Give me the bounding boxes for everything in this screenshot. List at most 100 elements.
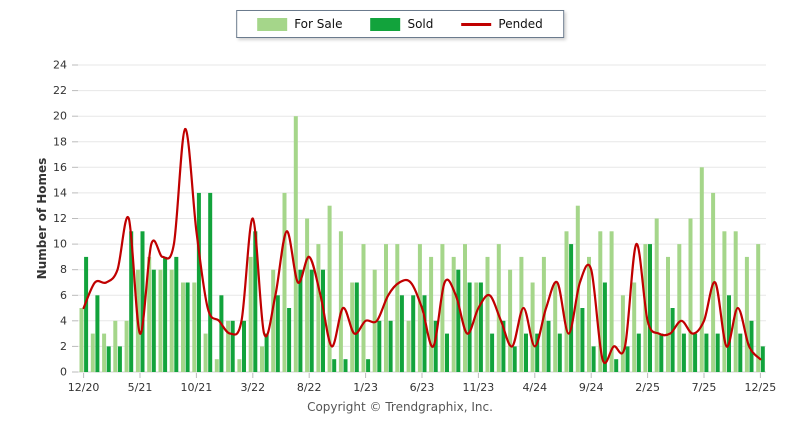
sold-swatch-icon bbox=[370, 17, 401, 31]
x-tick-label: 12/25 bbox=[745, 381, 777, 394]
legend-label-sold: Sold bbox=[407, 17, 434, 31]
bar-for-sale bbox=[226, 320, 231, 372]
bar-for-sale bbox=[169, 269, 174, 372]
bar-sold bbox=[309, 269, 314, 372]
y-tick-label: 10 bbox=[53, 238, 67, 251]
bar-sold bbox=[140, 231, 145, 372]
bar-sold bbox=[117, 346, 122, 372]
bar-for-sale bbox=[361, 244, 366, 372]
bar-for-sale bbox=[113, 320, 118, 372]
bar-sold bbox=[715, 333, 720, 372]
bar-for-sale bbox=[102, 333, 107, 372]
bar-sold bbox=[557, 333, 562, 372]
y-tick-label: 12 bbox=[53, 212, 67, 225]
x-tick-label: 3/22 bbox=[240, 381, 265, 394]
bar-sold bbox=[208, 192, 213, 372]
y-tick-label: 16 bbox=[53, 161, 67, 174]
x-tick-label: 12/20 bbox=[68, 381, 100, 394]
bar-sold bbox=[512, 346, 517, 372]
legend-item-sold: Sold bbox=[370, 17, 433, 31]
bar-for-sale bbox=[181, 282, 185, 372]
bar-sold bbox=[648, 244, 652, 372]
bar-sold bbox=[354, 282, 359, 372]
x-tick-label: 4/24 bbox=[522, 381, 547, 394]
bar-sold bbox=[275, 295, 280, 373]
bar-sold bbox=[106, 346, 111, 372]
bar-for-sale bbox=[372, 269, 377, 372]
bar-sold bbox=[196, 192, 201, 372]
bar-sold bbox=[749, 320, 754, 372]
bar-for-sale bbox=[654, 218, 659, 372]
y-tick-label: 20 bbox=[53, 110, 67, 123]
bar-for-sale bbox=[90, 333, 95, 372]
bar-sold bbox=[174, 256, 179, 372]
bar-for-sale bbox=[214, 359, 219, 372]
bar-sold bbox=[704, 333, 709, 372]
bar-for-sale bbox=[124, 320, 129, 372]
bar-for-sale bbox=[587, 256, 591, 372]
bar-for-sale bbox=[237, 359, 242, 372]
legend-label-for-sale: For Sale bbox=[294, 17, 343, 31]
bar-for-sale bbox=[722, 231, 727, 372]
bar-sold bbox=[693, 333, 698, 372]
bar-for-sale bbox=[260, 346, 264, 372]
for-sale-swatch-icon bbox=[257, 17, 288, 31]
bar-for-sale bbox=[666, 256, 670, 372]
bar-sold bbox=[614, 359, 619, 372]
bar-sold bbox=[388, 320, 393, 372]
bar-sold bbox=[490, 333, 495, 372]
bar-for-sale bbox=[620, 295, 625, 373]
x-tick-label: 1/23 bbox=[353, 381, 378, 394]
bar-for-sale bbox=[756, 244, 761, 372]
bar-sold bbox=[287, 308, 292, 372]
bar-sold bbox=[185, 282, 190, 372]
y-tick-label: 24 bbox=[53, 59, 67, 72]
pended-swatch-icon bbox=[461, 22, 492, 26]
bar-for-sale bbox=[305, 218, 310, 372]
bar-for-sale bbox=[677, 244, 682, 372]
bar-sold bbox=[433, 320, 438, 372]
bar-for-sale bbox=[192, 282, 197, 372]
bar-sold bbox=[524, 333, 528, 372]
bar-for-sale bbox=[553, 282, 558, 372]
bar-sold bbox=[445, 333, 449, 372]
y-tick-label: 14 bbox=[53, 186, 67, 199]
bar-sold bbox=[298, 269, 303, 372]
bar-sold bbox=[321, 269, 325, 372]
y-tick-label: 22 bbox=[53, 84, 67, 97]
bar-sold bbox=[501, 320, 506, 372]
bar-for-sale bbox=[440, 244, 445, 372]
x-tick-label: 2/25 bbox=[635, 381, 660, 394]
x-tick-label: 7/25 bbox=[692, 381, 717, 394]
bar-sold bbox=[602, 282, 607, 372]
bar-sold bbox=[343, 359, 348, 372]
y-tick-label: 8 bbox=[60, 263, 67, 276]
y-axis-title: Number of Homes bbox=[35, 158, 49, 280]
bar-sold bbox=[242, 320, 246, 372]
bar-sold bbox=[659, 333, 664, 372]
x-tick-label: 11/23 bbox=[463, 381, 495, 394]
bar-sold bbox=[681, 333, 686, 372]
bar-sold bbox=[727, 295, 731, 373]
bar-sold bbox=[478, 282, 483, 372]
bar-sold bbox=[219, 295, 224, 373]
y-tick-label: 2 bbox=[60, 340, 67, 353]
bar-for-sale bbox=[699, 167, 704, 372]
bar-sold bbox=[535, 333, 540, 372]
bar-for-sale bbox=[598, 231, 603, 372]
x-tick-label: 10/21 bbox=[181, 381, 213, 394]
bar-for-sale bbox=[316, 244, 321, 372]
legend: For Sale Sold Pended bbox=[236, 10, 564, 38]
bar-sold bbox=[738, 333, 743, 372]
bar-sold bbox=[422, 295, 427, 373]
bar-sold bbox=[760, 346, 765, 372]
bar-sold bbox=[399, 295, 404, 373]
bar-sold bbox=[569, 244, 574, 372]
y-tick-label: 18 bbox=[53, 135, 67, 148]
bar-sold bbox=[230, 320, 235, 372]
legend-item-pended: Pended bbox=[461, 17, 543, 31]
bar-for-sale bbox=[564, 231, 569, 372]
copyright-text: Copyright © Trendgraphix, Inc. bbox=[307, 400, 493, 414]
bar-sold bbox=[580, 308, 585, 372]
